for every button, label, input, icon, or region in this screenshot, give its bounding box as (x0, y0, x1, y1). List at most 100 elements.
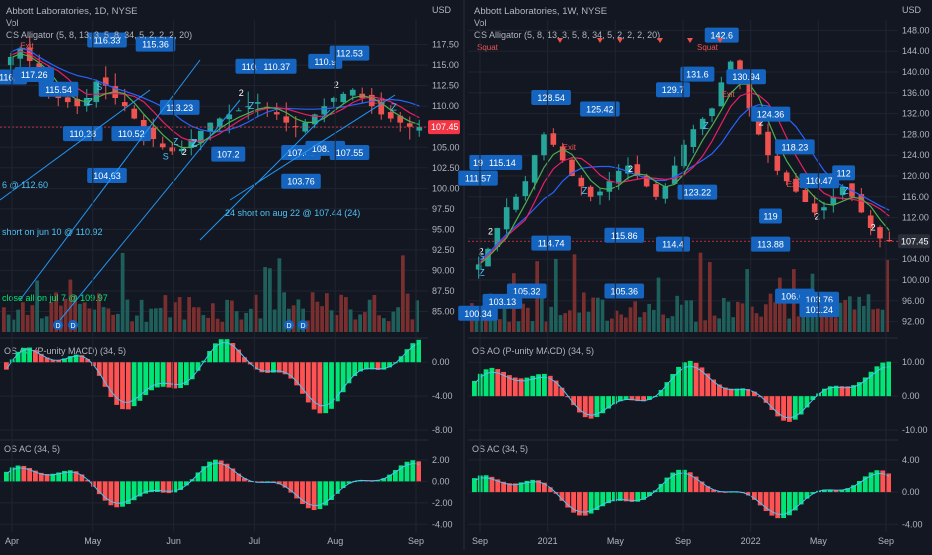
candle-body (522, 181, 529, 197)
histogram-bar (154, 362, 160, 388)
histogram-bar (276, 362, 282, 373)
candle-body (821, 207, 827, 211)
histogram-bar (178, 481, 183, 490)
histogram-bar (781, 492, 786, 519)
histogram-bar (711, 379, 716, 397)
volume-bar (30, 305, 35, 332)
volume-bar (92, 309, 96, 332)
histogram-bar (658, 389, 664, 397)
price-tick-label: 97.50 (432, 204, 455, 214)
volume-bar (249, 308, 253, 332)
histogram-bar (387, 362, 392, 368)
histogram-bar (792, 492, 798, 511)
histogram-bar (329, 481, 334, 500)
histogram-bar (213, 343, 218, 363)
signal-number-mark: 2 (871, 222, 876, 232)
price-tick-label: 128.00 (902, 129, 930, 139)
volume-bar (111, 314, 115, 332)
price-label-text: 113.88 (757, 240, 784, 250)
price-label-box (750, 106, 791, 122)
volume-bar (334, 315, 339, 332)
histogram-bar (317, 362, 323, 414)
histogram-bar (172, 481, 178, 493)
candle-body (513, 196, 519, 210)
volume-bar (698, 252, 703, 332)
histogram-bar (271, 362, 276, 373)
histogram-bar (822, 489, 827, 493)
volume-bar (268, 268, 272, 332)
candle-body (690, 129, 697, 147)
histogram-bar (664, 477, 670, 493)
signal-exit-mark: Exit (563, 143, 577, 152)
histogram-bar (862, 377, 868, 397)
volume-bar (652, 309, 656, 332)
volume-bar (44, 316, 49, 332)
histogram-bar (276, 481, 282, 485)
left-ao-pane[interactable]: OS AO (P-unity MACD) (34, 5) 0.00 -4.00 -8.… (0, 339, 453, 435)
price-label-box (469, 155, 487, 170)
price-label-text: 125.42 (586, 104, 614, 114)
histogram-bar (381, 362, 387, 370)
volume-bar (215, 318, 220, 332)
histogram-bar (340, 362, 346, 393)
histogram-bar (623, 396, 629, 400)
price-label-box (531, 235, 571, 251)
candle-body (550, 133, 557, 145)
histogram-bar (495, 369, 501, 397)
candle-body (867, 215, 874, 228)
signal-s-mark: S (163, 151, 169, 161)
right-price-pane[interactable]: 148.00 144.00 140.00 136.00 132.00 128.00 124.… (458, 5, 930, 332)
candle-body (169, 147, 176, 152)
price-label-text: 116.33 (94, 36, 121, 46)
volume-bar (638, 317, 642, 332)
candle-body (7, 56, 14, 66)
right-ao-pane[interactable]: OS AO (P-unity MACD) (34, 5) 10.00 0.00 -10… (468, 346, 928, 435)
price-label-box (580, 101, 620, 117)
volume-bar (21, 302, 25, 332)
histogram-bar (288, 362, 294, 379)
signal-line (474, 365, 890, 419)
histogram-bar (416, 461, 421, 482)
histogram-bar (839, 386, 845, 397)
histogram-bar (792, 396, 798, 420)
histogram-bar (131, 481, 137, 501)
histogram-bar (483, 475, 489, 493)
volume-bar (367, 299, 372, 332)
candle-body (330, 98, 337, 102)
candle-body (718, 82, 725, 107)
left-price-pane[interactable]: 117.50115.00112.50110.00107.50105.00102.… (0, 5, 460, 332)
volume-bar (182, 319, 187, 332)
price-label-box (256, 58, 297, 74)
left-ac-pane[interactable]: OS AC (34, 5) 2.00 0.00 -2.00 -4.00 (0, 444, 453, 529)
right-time-axis[interactable]: Sep 2021 May Sep 2022 May Sep (472, 20, 894, 546)
histogram-bar (300, 362, 305, 394)
candle-body (503, 207, 510, 230)
histogram-bar (757, 396, 763, 398)
histogram-bar (676, 469, 681, 493)
candle-body (245, 106, 252, 108)
right-ac-pane[interactable]: OS AC (34, 5) 4.00 0.00 -4.00 (468, 444, 923, 529)
histogram-bar (207, 351, 212, 363)
histogram-bar (775, 492, 781, 519)
candle-body (102, 77, 109, 86)
candle-body (793, 178, 799, 192)
histogram-bar (172, 362, 178, 389)
candle-body (541, 134, 547, 156)
candle-body (699, 118, 706, 130)
volume-bar (154, 308, 158, 332)
candle-body (802, 190, 809, 202)
volume-bar (339, 294, 343, 332)
volume-bar (726, 301, 731, 332)
histogram-bar (687, 360, 693, 397)
price-tick-label: 92.50 (432, 245, 455, 255)
price-label-text: 115.86 (611, 231, 638, 241)
volume-bar (11, 319, 16, 332)
price-label-text: 112 (836, 168, 850, 178)
histogram-bar (775, 396, 781, 417)
left-time-axis[interactable]: Apr May Jun Jul Aug Sep (5, 20, 424, 546)
header-symbol: Abbott Laboratories, 1W, NYSE (474, 6, 607, 17)
histogram-bar (717, 384, 722, 397)
